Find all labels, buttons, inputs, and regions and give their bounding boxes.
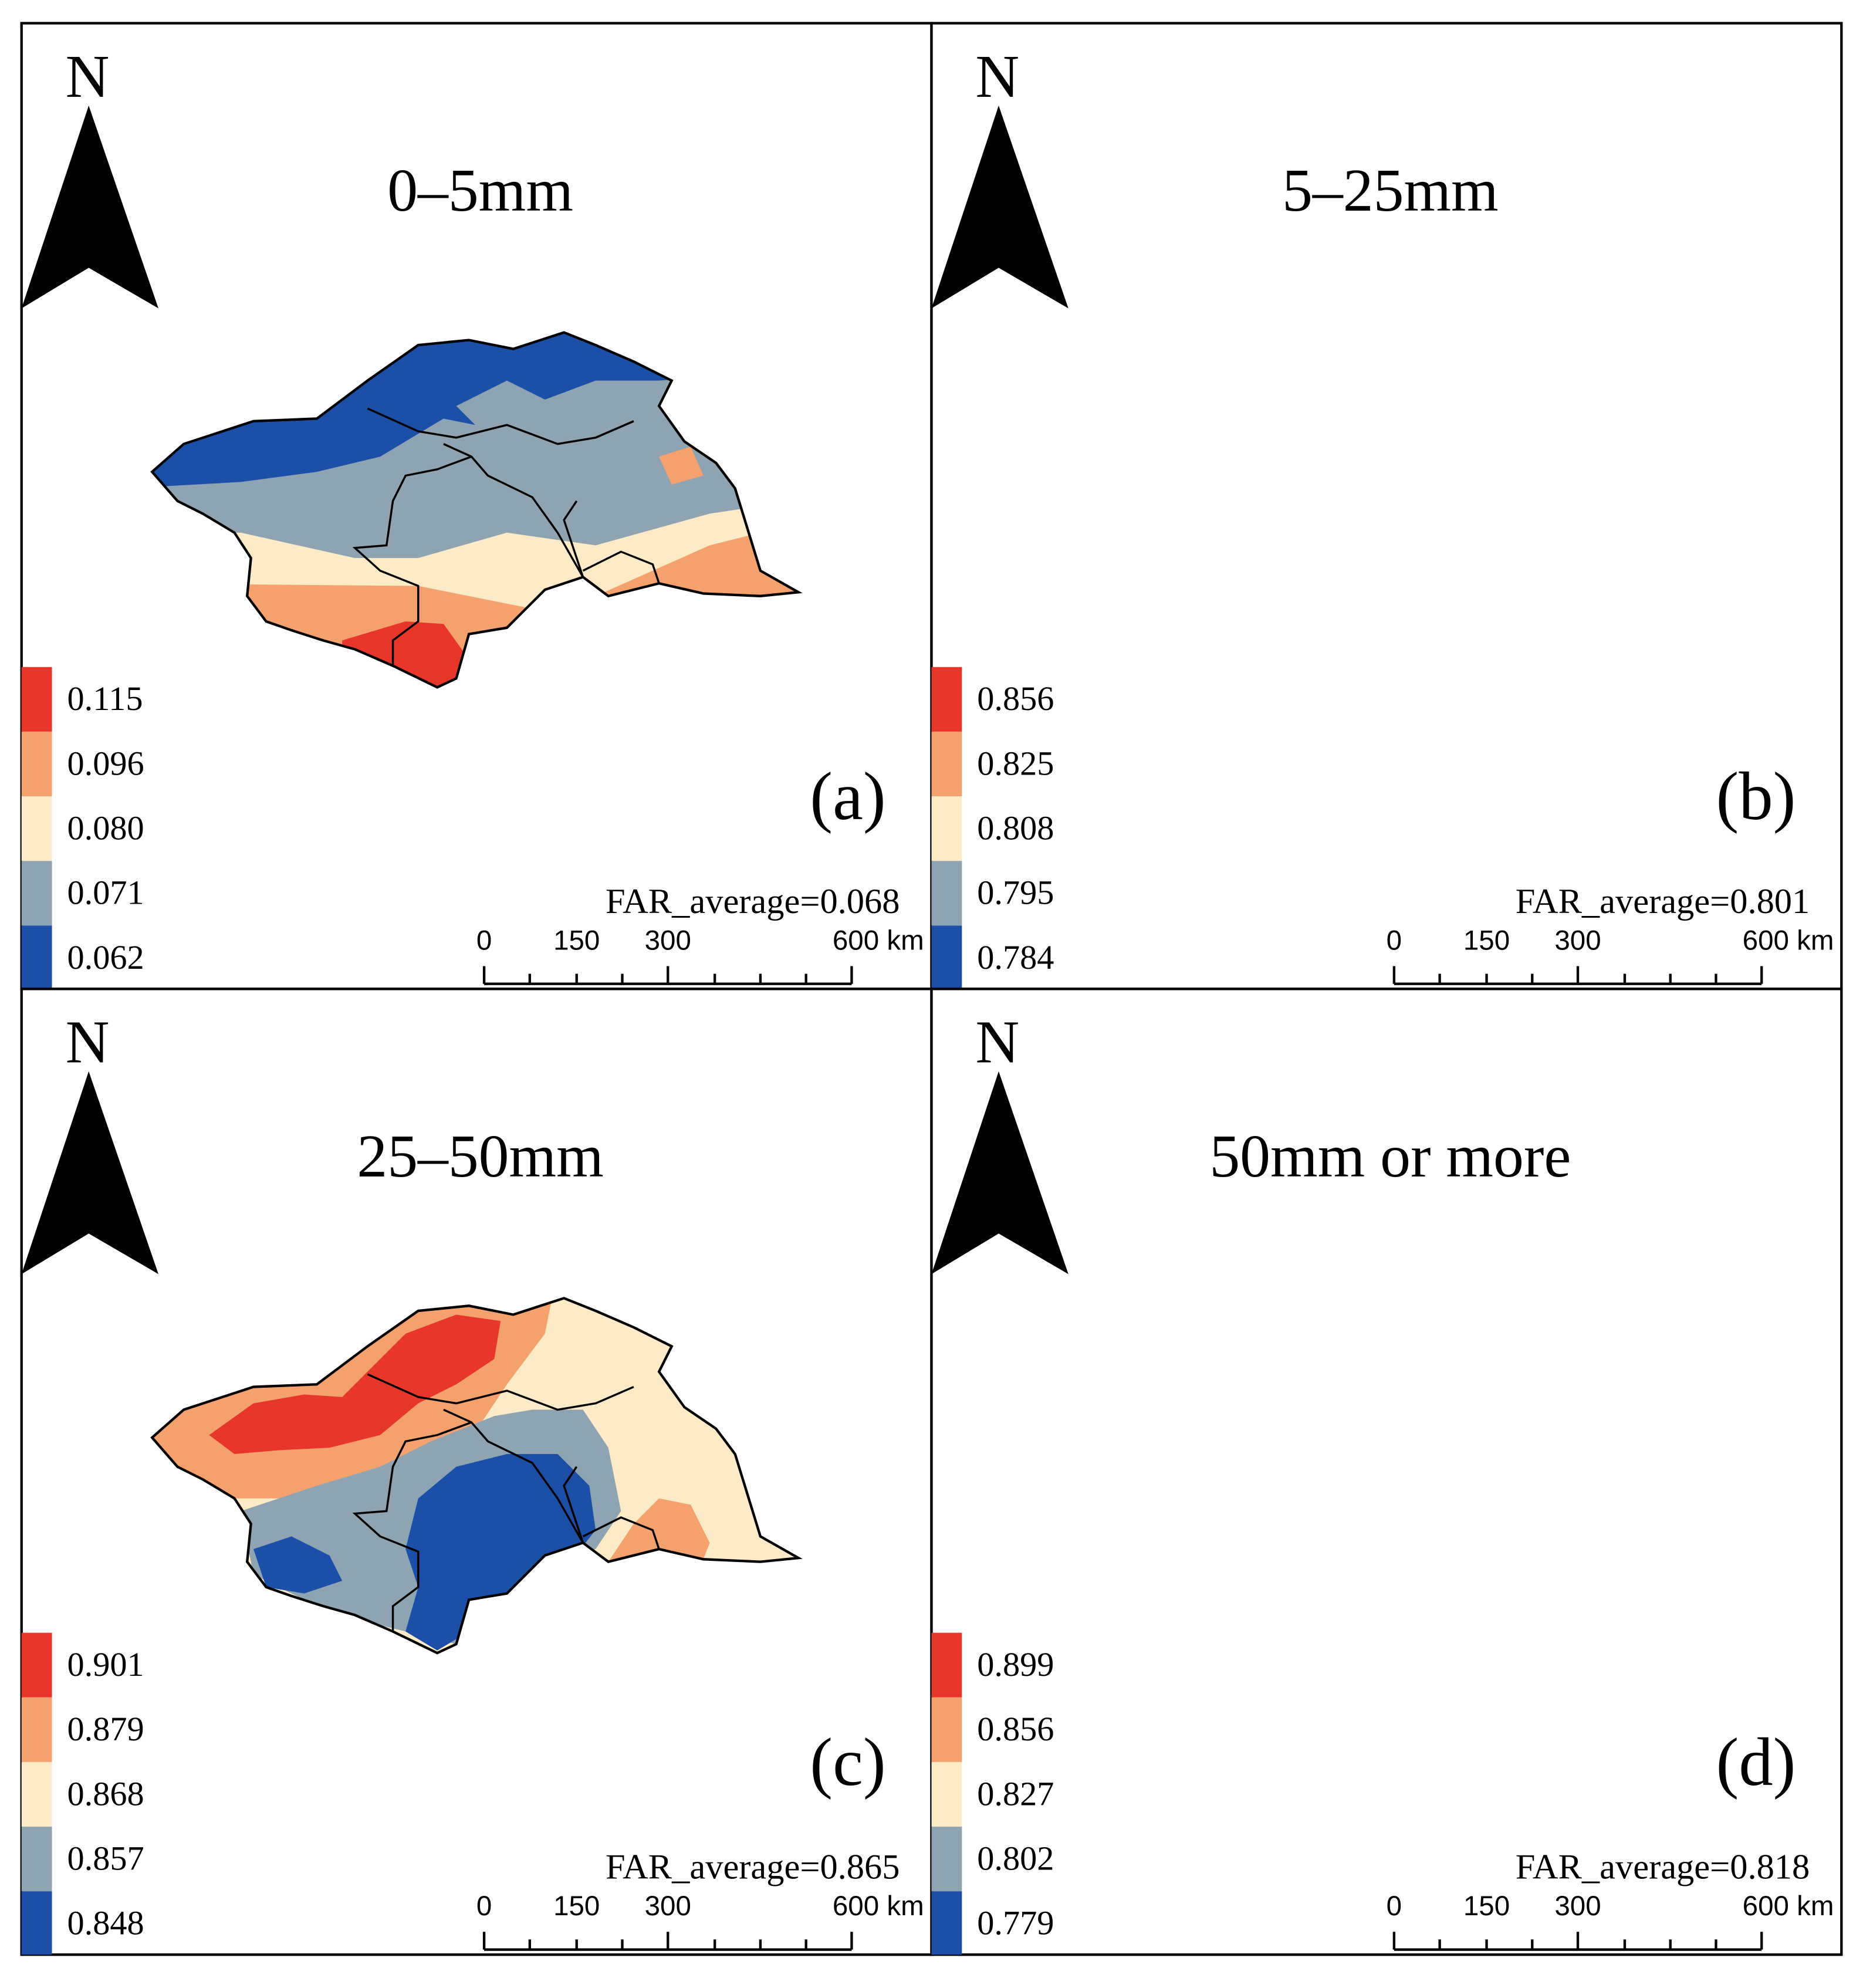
zone-class4-patch (456, 380, 660, 444)
legend-swatch-4 (21, 1827, 52, 1892)
scale-tick-600: 600 km (833, 1891, 924, 1922)
scale-tick-150: 150 (553, 1891, 600, 1922)
zone-class5-patch (253, 1536, 343, 1594)
north-arrow-icon (21, 1071, 158, 1274)
panel-letter: (b) (1716, 759, 1796, 834)
panel-d: N 50mm or more 0.899 0.856 0.827 0.802 (930, 988, 1843, 1956)
scale-tick-600: 600 km (1743, 925, 1834, 956)
legend-label-5: 0.784 (977, 938, 1054, 976)
legend-label-1: 0.115 (67, 679, 143, 718)
scale-bar: 0 150 300 600 km (476, 1891, 924, 1951)
scale-tick-300: 300 (1554, 1891, 1601, 1922)
legend-label-5: 0.062 (67, 938, 144, 976)
legend-label-2: 0.856 (977, 1710, 1054, 1748)
legend-swatch-3 (931, 1762, 962, 1827)
north-label: N (975, 1009, 1019, 1076)
legend-swatch-4 (21, 861, 52, 926)
legend-swatch-4 (931, 1827, 962, 1892)
zone-class2-east (608, 1498, 710, 1562)
panel-title: 50mm or more (1209, 1123, 1571, 1190)
scale-bar: 0 150 300 600 km (1387, 1891, 1834, 1951)
zone-class5 (405, 1454, 596, 1651)
legend-swatch-5 (21, 925, 52, 989)
legend-label-4: 0.071 (67, 874, 144, 912)
north-label: N (66, 1009, 110, 1076)
scale-tick-150: 150 (1463, 1891, 1510, 1922)
panel-title: 25–50mm (357, 1123, 603, 1190)
legend-label-3: 0.808 (977, 809, 1054, 847)
scale-tick-300: 300 (1554, 925, 1601, 956)
far-average: FAR_average=0.818 (1516, 1848, 1810, 1887)
legend-label-1: 0.899 (977, 1645, 1054, 1683)
north-arrow-icon (21, 105, 158, 309)
far-average: FAR_average=0.865 (606, 1848, 900, 1887)
panel-frame (930, 988, 1843, 1956)
legend-swatch-2 (931, 1697, 962, 1762)
panel-a: N 0–5mm 0.115 0.096 0.080 0.071 0.062 (20, 22, 933, 990)
zone-class1 (342, 621, 469, 688)
north-arrow-icon (931, 1071, 1069, 1274)
scale-tick-0: 0 (1387, 1891, 1402, 1922)
scale-tick-0: 0 (476, 925, 492, 956)
legend-swatch-3 (21, 1762, 52, 1827)
scale-tick-300: 300 (645, 1891, 691, 1922)
legend-label-5: 0.848 (67, 1904, 144, 1942)
far-average: FAR_average=0.801 (1516, 882, 1810, 921)
zone-class2-patch (659, 446, 704, 485)
legend-label-4: 0.795 (977, 874, 1054, 912)
legend-label-3: 0.080 (67, 809, 144, 847)
legend-label-3: 0.827 (977, 1774, 1054, 1813)
region-outline (150, 331, 803, 689)
region-outline (150, 1297, 803, 1655)
legend-label-1: 0.901 (67, 1645, 144, 1683)
zone-class1 (209, 1314, 501, 1455)
legend-swatch-3 (931, 796, 962, 861)
legend-label-4: 0.802 (977, 1839, 1054, 1877)
panel-c: N 25–50mm 0.901 0.879 0.868 0.857 0.848 (20, 988, 933, 1956)
panel-letter: (d) (1716, 1725, 1796, 1800)
scale-tick-150: 150 (1463, 925, 1510, 956)
north-label: N (975, 43, 1019, 110)
legend-swatch-2 (931, 731, 962, 797)
panel-b: N 5–25mm 0.856 0.825 0.808 0.795 0.784 (930, 22, 1843, 990)
scale-tick-0: 0 (1387, 925, 1402, 956)
panel-letter: (c) (810, 1725, 885, 1800)
north-arrow-icon (931, 105, 1069, 309)
legend-label-1: 0.856 (977, 679, 1054, 718)
legend-swatch-5 (931, 1891, 962, 1955)
far-average: FAR_average=0.068 (606, 882, 900, 921)
legend-label-2: 0.825 (977, 744, 1054, 782)
legend-swatch-1 (21, 1632, 52, 1698)
legend-swatch-1 (931, 667, 962, 732)
legend-swatch-5 (931, 925, 962, 989)
panel-title: 0–5mm (387, 157, 573, 224)
admin-boundaries (352, 1373, 660, 1632)
scale-tick-600: 600 km (1743, 1891, 1834, 1922)
legend-label-5: 0.779 (977, 1904, 1054, 1942)
legend-swatch-1 (21, 667, 52, 732)
legend-swatch-2 (21, 1697, 52, 1762)
panel-letter: (a) (810, 759, 885, 834)
scale-tick-300: 300 (645, 925, 691, 956)
legend-label-2: 0.096 (67, 744, 144, 782)
scale-tick-150: 150 (553, 925, 600, 956)
legend-label-3: 0.868 (67, 1774, 144, 1813)
scale-tick-0: 0 (476, 1891, 492, 1922)
legend-swatch-5 (21, 1891, 52, 1955)
north-label: N (66, 43, 110, 110)
legend-swatch-4 (931, 861, 962, 926)
scale-bar: 0 150 300 600 km (1387, 925, 1834, 985)
legend-swatch-2 (21, 731, 52, 797)
legend-swatch-3 (21, 796, 52, 861)
legend-label-4: 0.857 (67, 1839, 144, 1877)
scale-bar: 0 150 300 600 km (476, 925, 924, 985)
panel-title: 5–25mm (1282, 157, 1499, 224)
scale-tick-600: 600 km (833, 925, 924, 956)
legend-label-2: 0.879 (67, 1710, 144, 1748)
admin-boundaries (352, 407, 660, 666)
legend-swatch-1 (931, 1632, 962, 1698)
